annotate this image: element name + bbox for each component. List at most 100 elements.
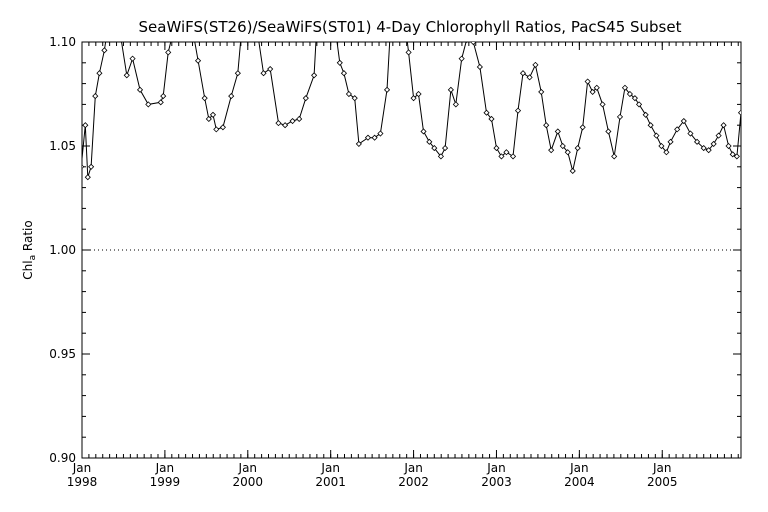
data-point-marker <box>476 63 483 71</box>
data-point-marker <box>311 72 318 79</box>
data-point-marker <box>327 8 332 13</box>
data-point-marker <box>642 111 649 118</box>
data-point-marker <box>101 47 108 54</box>
x-tick-year-label: 2004 <box>564 475 595 489</box>
data-point-marker <box>160 93 167 100</box>
data-point-marker <box>228 93 235 100</box>
data-point-marker <box>503 149 510 156</box>
data-point-marker <box>181 8 186 13</box>
x-tick-month-label: Jan <box>320 461 340 475</box>
data-point-marker <box>458 55 465 62</box>
data-point-marker <box>109 2 114 7</box>
data-point-marker <box>611 153 618 160</box>
data-point-marker <box>447 86 454 93</box>
data-point-marker <box>532 61 539 68</box>
y-axis-label-subscript: a <box>28 255 38 261</box>
chart-title: SeaWiFS(ST26)/SeaWiFS(ST01) 4-Day Chloro… <box>139 18 682 36</box>
data-point-marker <box>725 142 732 150</box>
x-tick-year-label: 2005 <box>647 475 678 489</box>
data-point-marker <box>92 93 99 100</box>
data-point-marker <box>554 128 561 135</box>
data-point-marker <box>569 167 576 175</box>
data-point-marker <box>364 134 372 141</box>
data-point-marker <box>658 142 665 150</box>
data-point-marker <box>488 115 495 123</box>
data-point-marker <box>647 122 654 129</box>
data-point-marker <box>194 57 202 64</box>
x-tick-year-label: 2001 <box>315 475 346 489</box>
data-point-marker <box>635 101 643 108</box>
data-point-marker <box>96 70 103 77</box>
x-tick-month-label: Jan <box>652 461 672 475</box>
data-point-marker <box>653 132 660 139</box>
series-markers <box>82 0 741 181</box>
data-point-marker <box>209 111 217 118</box>
data-point-marker <box>509 153 517 160</box>
data-point-marker <box>410 95 417 102</box>
x-tick-year-label: 1998 <box>67 475 98 489</box>
x-tick-month-label: Jan <box>403 461 423 475</box>
data-point-marker <box>605 128 612 135</box>
y-axis-label: Chla Ratio <box>21 220 38 279</box>
data-point-marker <box>157 99 164 106</box>
data-point-marker <box>574 145 581 152</box>
data-point-marker <box>705 147 712 154</box>
data-point-marker <box>548 147 555 154</box>
y-tick-label: 1.00 <box>49 243 76 257</box>
data-point-marker <box>426 138 433 145</box>
data-point-marker <box>324 0 329 3</box>
data-point-marker <box>626 90 633 98</box>
x-tick-month-label: Jan <box>238 461 258 475</box>
x-tick-month-label: Jan <box>569 461 589 475</box>
data-point-marker <box>390 0 395 3</box>
x-tick-month-label: Jan <box>486 461 506 475</box>
data-point-marker <box>383 86 391 93</box>
data-point-marker <box>82 164 85 170</box>
data-point-marker <box>431 145 438 152</box>
data-point-marker <box>351 95 358 102</box>
data-point-marker <box>483 109 490 116</box>
data-point-marker <box>296 115 303 123</box>
data-point-marker <box>442 145 449 152</box>
x-tick-month-label: Jan <box>72 461 92 475</box>
data-point-marker <box>674 126 681 133</box>
y-axis: 0.90 0.95 1.00 1.05 1.10 <box>49 35 741 465</box>
data-point-marker <box>260 70 267 77</box>
x-tick-year-label: 2003 <box>481 475 512 489</box>
data-point-marker <box>400 2 405 7</box>
data-point-marker <box>663 149 670 156</box>
data-point-marker <box>302 95 309 102</box>
data-point-marker <box>514 107 522 114</box>
data-point-marker <box>465 42 468 43</box>
data-point-marker <box>667 138 674 145</box>
y-tick-label: 0.95 <box>49 347 76 361</box>
y-tick-label: 1.05 <box>49 139 76 153</box>
data-point-marker <box>593 84 600 91</box>
data-point-marker <box>123 72 130 79</box>
data-point-marker <box>213 126 220 133</box>
data-point-marker <box>420 128 427 135</box>
data-point-marker <box>205 115 212 123</box>
data-point-marker <box>355 140 362 147</box>
data-point-marker <box>589 88 596 95</box>
data-point-marker <box>720 122 727 129</box>
data-point-marker <box>282 122 289 129</box>
data-point-marker <box>715 132 722 139</box>
data-point-marker <box>177 0 182 3</box>
data-point-marker <box>700 145 707 152</box>
data-point-marker <box>415 90 422 98</box>
data-point-marker <box>564 149 571 156</box>
data-point-marker <box>136 86 144 93</box>
data-point-marker <box>316 0 321 3</box>
x-tick-year-label: 2000 <box>233 475 264 489</box>
data-point-marker <box>616 113 624 120</box>
data-point-marker <box>631 95 638 102</box>
data-point-marker <box>737 109 741 116</box>
data-point-marker <box>621 84 629 91</box>
data-point-marker <box>493 145 500 152</box>
data-point-marker <box>729 151 736 158</box>
data-point-marker <box>267 65 274 73</box>
data-point-marker <box>687 130 694 137</box>
data-point-marker <box>538 88 545 95</box>
data-point-marker <box>289 117 296 125</box>
